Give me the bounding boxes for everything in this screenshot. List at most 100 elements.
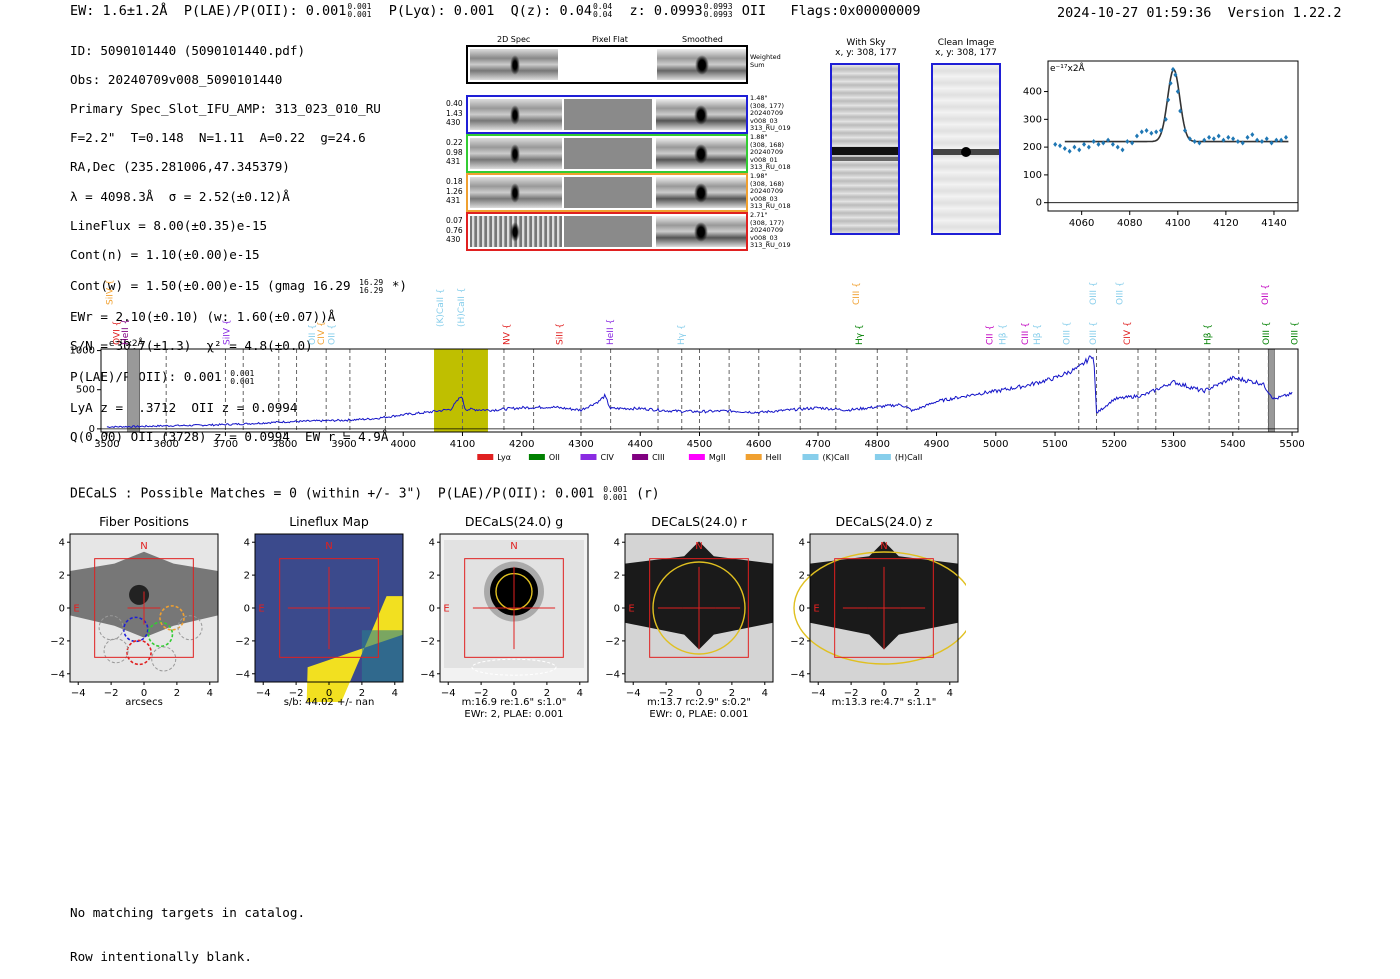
fit-data-point [1240,140,1245,146]
fit-xtick-label: 4080 [1117,218,1142,229]
fit-data-point [1283,134,1288,140]
imaging-panel: N E −4 −4 −2 −2 0 0 2 2 4 4 [50,533,219,699]
panel-xtick-label: 0 [326,688,332,699]
decals-summary: DECaLS : Possible Matches = 0 (within +/… [70,485,660,502]
panel-ytick-label: 4 [59,538,65,549]
spectral-line-label: Hβ { [1033,324,1043,345]
fit-data-point [1091,139,1096,145]
spectrum-xtick-label: 5200 [1102,439,1127,450]
spectrum-xtick-label: 5500 [1279,439,1304,450]
legend-swatch [745,454,762,460]
search-box [649,558,749,658]
spectral-line-label: OIII { [1089,281,1099,305]
cutout-2dspec [470,177,562,208]
search-box [94,558,194,658]
spectrum-unit-label: e⁻¹⁷x2Å [109,337,145,349]
panel-ytick-label: −2 [790,636,805,647]
clean-image [931,63,1001,235]
cutout-row-left-label: 0.22 0.98 431 [446,138,463,166]
cutout-pixelflat [564,216,652,247]
spectral-line-label: HeII { [121,319,131,345]
legend-swatch [580,454,597,460]
fit-data-point [1207,134,1212,140]
fit-data-point [1158,127,1163,133]
spectrum-ytick-label: 500 [76,385,95,396]
spectral-line-label: CIII { [852,282,862,305]
cutout-2dspec [470,138,562,169]
fit-data-point [1144,127,1149,133]
fit-data-point [1259,139,1264,145]
spectral-line-label: Hγ { [677,324,687,345]
panel-ytick-label: 4 [799,538,805,549]
panel-caption: m:16.9 re:1.6" s:1.0" EWr: 2, PLAE: 0.001 [461,697,567,720]
spectral-line-label: (K)CaII { [436,288,446,327]
weighted-sum-row [466,45,748,84]
panel-ytick-label: −4 [420,669,435,680]
catalog-footer: No matching targets in catalog. Row inte… [70,877,305,979]
footer-line-2: Row intentionally blank. [70,948,252,964]
cutout-row-left-label: 0.40 1.43 430 [446,99,463,127]
fit-data-point [1173,72,1178,78]
panel-ytick-label: −2 [235,636,250,647]
legend-label: OII [549,453,560,462]
fit-axes-frame [1047,60,1299,212]
spectrum-xtick-label: 4800 [865,439,890,450]
fit-xtick-label: 4060 [1069,218,1094,229]
panel-xtick-label: −4 [441,688,456,699]
fit-gaussian-curve [1064,68,1289,143]
footer-line-1: No matching targets in catalog. [70,905,306,921]
fit-data-point [1086,144,1091,150]
panel-xtick-label: 2 [544,688,550,699]
search-box [834,558,934,658]
legend-label: (H)CaII [895,453,922,462]
panel-xtick-label: −2 [289,688,304,699]
legend-swatch [688,454,705,460]
spectral-line-label: CIV { [1123,321,1133,345]
fiber-circle [159,605,185,631]
fiber-circle [126,639,152,666]
z-value: z: 0.0993 [629,3,703,19]
fit-data-point [1120,147,1125,153]
fit-xtick-label: 4140 [1261,218,1286,229]
spectrum-xtick-label: 4200 [509,439,534,450]
panel-xtick-label: 2 [729,688,735,699]
spectrum-line [106,355,1293,429]
fit-data-point [1106,137,1111,143]
panel-xtick-label: 2 [174,688,180,699]
panel-xtick-label: 4 [947,688,953,699]
col-2dspec-title: 2D Spec [497,35,531,44]
fit-data-point [1139,129,1144,135]
fit-data-point [1149,130,1154,136]
north-label: N [140,541,147,552]
imaging-panel: N E −4 −4 −2 −2 0 0 2 2 4 4 [420,533,589,699]
fiber-circle [151,646,177,672]
fit-data-point [1082,141,1087,147]
cutout-row-left-label: 0.07 0.76 430 [446,216,463,244]
panel-xtick-label: 4 [392,688,398,699]
spectral-line-label: (H)CaII { [457,288,467,328]
north-label: N [510,541,517,552]
spectrum-xtick-label: 4300 [568,439,593,450]
panel-ytick-label: 2 [799,571,805,582]
spectrum-xtick-label: 3900 [331,439,356,450]
panel-ytick-label: 0 [799,604,805,615]
cutout-row [466,173,748,212]
east-label: E [258,603,264,614]
fit-ytick-label: 300 [1023,114,1042,125]
fit-data-point [1163,116,1168,122]
search-box [279,558,379,658]
fit-ytick-label: 100 [1023,170,1042,181]
panel-ytick-label: 4 [429,538,435,549]
fit-data-point [1226,134,1231,140]
north-label: N [695,541,702,552]
fit-data-point [1175,89,1180,95]
fit-ytick-label: 0 [1036,198,1042,209]
panel-ytick-label: 0 [614,604,620,615]
legend-label: HeII [766,453,782,462]
panel-ytick-label: 4 [614,538,620,549]
spectrum-xtick-label: 4100 [450,439,475,450]
north-label: N [880,541,887,552]
legend-swatch [528,454,545,460]
cutout-smoothed [656,177,746,208]
spectrum-xtick-label: 4500 [687,439,712,450]
